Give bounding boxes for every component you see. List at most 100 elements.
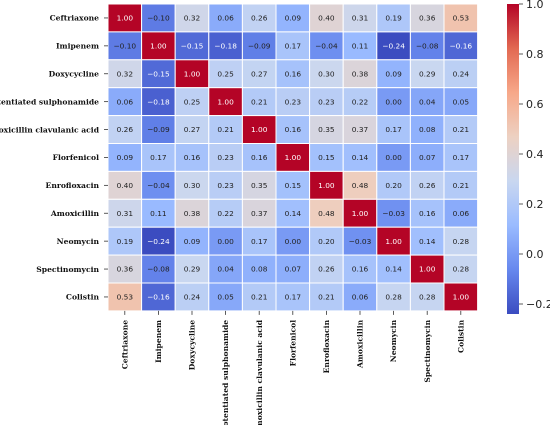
column-label: Potentiated sulphonamide	[221, 320, 230, 425]
cell-value-label: 0.16	[184, 153, 201, 162]
cell-value-label: −0.08	[416, 41, 439, 50]
column-label: Doxycycline	[188, 320, 197, 371]
heatmap-cell	[107, 170, 143, 200]
colorbar-tick-label: −0.2	[526, 298, 550, 311]
cell-value-label: 0.27	[251, 69, 268, 78]
cell-value-label: 0.21	[453, 181, 470, 190]
cell-value-label: −0.15	[147, 69, 170, 78]
cell-value-label: 0.16	[352, 265, 369, 274]
colorbar-tick-label: 0.6	[526, 98, 544, 111]
cell-value-label: −0.16	[449, 41, 472, 50]
heatmap-cell	[141, 198, 176, 228]
heatmap-cell	[443, 170, 479, 200]
row-label: Amoxicillin	[50, 209, 100, 218]
column-label: Enrofloxacin	[322, 319, 331, 373]
cell-value-label: 0.05	[217, 293, 234, 302]
heatmap-cell	[309, 226, 344, 256]
heatmap-cell	[174, 226, 210, 256]
heatmap-cell	[342, 226, 378, 256]
heatmap-cell	[174, 254, 210, 284]
colorbar-gradient	[507, 4, 519, 314]
colorbar-tick-label: 0.0	[526, 248, 544, 261]
cell-value-label: −0.04	[315, 41, 338, 50]
heatmap-cell	[443, 59, 479, 89]
row-label: Ceftriaxone	[50, 14, 100, 23]
cell-value-label: 0.26	[419, 181, 436, 190]
cell-value-label: 0.17	[251, 237, 268, 246]
heatmap-cell	[141, 282, 176, 312]
heatmap-cell	[409, 170, 445, 200]
cell-value-label: 0.19	[385, 14, 402, 23]
cell-value-label: 1.00	[285, 153, 302, 162]
cell-value-label: 0.07	[285, 265, 302, 274]
cell-value-label: 0.25	[184, 97, 201, 106]
heatmap-cell	[141, 3, 176, 33]
heatmap-cell	[376, 115, 411, 144]
cell-value-label: 0.14	[419, 237, 436, 246]
cell-value-label: 0.14	[285, 209, 302, 218]
cell-value-label: 0.06	[217, 14, 234, 23]
cell-value-label: 0.06	[453, 209, 470, 218]
cell-value-label: 0.07	[419, 153, 436, 162]
heatmap-cell	[174, 87, 210, 117]
heatmap-cell	[409, 115, 445, 144]
cell-value-label: 0.19	[117, 237, 134, 246]
cell-value-label: 0.48	[318, 209, 335, 218]
heatmap-cell	[275, 282, 311, 312]
cell-value-label: 0.28	[385, 293, 402, 302]
column-label: Ceftriaxone	[120, 320, 129, 370]
heatmap-cell	[275, 115, 311, 144]
heatmap-cell	[443, 254, 479, 284]
cell-value-label: 0.14	[385, 265, 402, 274]
heatmap-cell	[309, 59, 344, 89]
cell-value-label: 0.00	[285, 237, 302, 246]
cell-value-label: 0.27	[184, 125, 201, 134]
cell-value-label: 0.11	[352, 41, 369, 50]
heatmap-cell	[376, 226, 411, 256]
heatmap-cell	[241, 31, 277, 61]
cell-value-label: 0.26	[318, 265, 335, 274]
heatmap-cell	[376, 31, 411, 61]
row-label: Enrofloxacin	[46, 181, 100, 190]
cell-value-label: 1.00	[217, 97, 234, 106]
cell-value-label: 0.30	[318, 69, 335, 78]
cell-value-label: −0.10	[147, 14, 170, 23]
cell-value-label: 0.35	[251, 181, 268, 190]
heatmap-cell	[107, 31, 143, 61]
row-label: Imipenem	[56, 42, 99, 51]
cell-value-label: 0.09	[117, 153, 134, 162]
heatmap-cell	[342, 198, 378, 228]
heatmap-cell	[309, 115, 344, 144]
cell-value-label: 0.36	[117, 265, 134, 274]
cell-value-label: 0.16	[285, 125, 302, 134]
cell-value-label: 0.15	[318, 153, 335, 162]
cell-value-label: 0.53	[453, 14, 470, 23]
row-label: Spectinomycin	[36, 265, 99, 274]
cell-value-label: 0.23	[217, 181, 234, 190]
column-label: Florfenicol	[288, 320, 297, 367]
cell-value-label: 0.20	[385, 181, 402, 190]
colorbar: −0.2 0.0 0.2 0.4 0.6 0.8 1.0	[507, 0, 550, 314]
heatmap-cell	[443, 115, 479, 144]
heatmap-cell	[443, 282, 479, 312]
cell-value-label: 0.08	[419, 125, 436, 134]
cell-value-label: 0.53	[117, 293, 134, 302]
heatmap-cell	[241, 282, 277, 312]
cell-value-label: 0.23	[318, 97, 335, 106]
heatmap-cell	[107, 115, 143, 144]
cell-value-label: 0.40	[318, 14, 335, 23]
heatmap-cell	[376, 143, 411, 172]
cell-value-label: 0.09	[385, 69, 402, 78]
heatmap-cell	[208, 254, 243, 284]
row-labels: Ceftriaxone Imipenem Doxycycline Potentiate…	[0, 14, 108, 302]
heatmap-cell	[241, 59, 277, 89]
cell-value-label: 0.14	[352, 153, 369, 162]
heatmap-cell	[409, 282, 445, 312]
heatmap-cell	[241, 198, 277, 228]
heatmap-cell	[376, 170, 411, 200]
heatmap-cell	[208, 87, 243, 117]
cell-value-label: 0.17	[285, 293, 302, 302]
row-label: Neomycin	[57, 237, 100, 246]
cell-value-label: 1.00	[385, 237, 402, 246]
